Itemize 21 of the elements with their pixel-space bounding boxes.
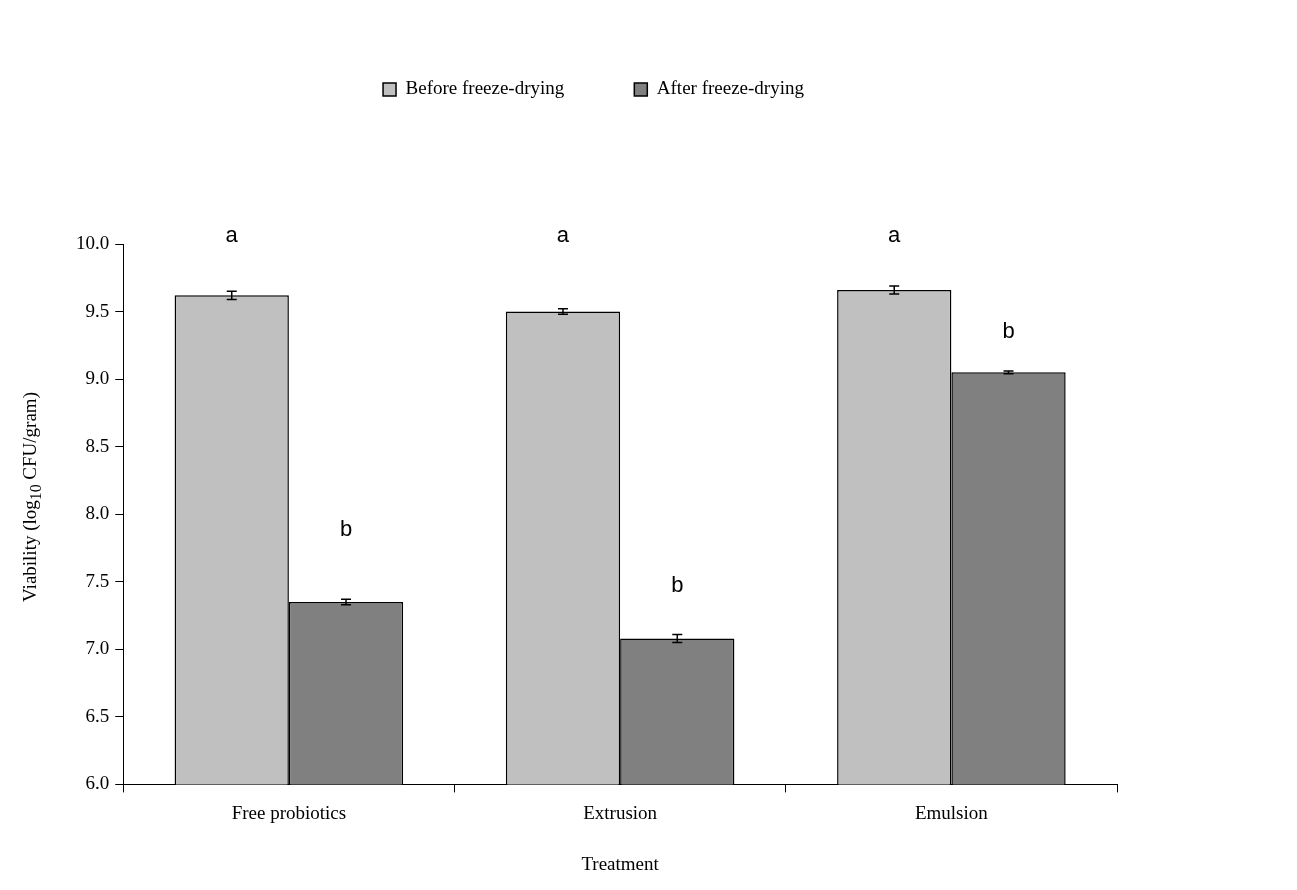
y-tick-label: 10.0 <box>76 231 110 253</box>
y-tick-label: 9.5 <box>85 299 110 321</box>
annotation: b <box>339 516 353 542</box>
y-tick-label: 8.5 <box>85 434 110 456</box>
legend-label: Before freeze-drying <box>405 77 565 99</box>
annotation: a <box>888 222 902 248</box>
annotation: a <box>556 222 570 248</box>
x-tick-label: Extrusion <box>583 801 658 823</box>
y-tick-label: 6.5 <box>85 704 110 726</box>
y-tick-label: 8.0 <box>85 502 110 524</box>
y-tick-label: 7.0 <box>85 637 110 659</box>
annotation: b <box>671 571 684 597</box>
x-tick-label: Emulsion <box>914 801 989 823</box>
y-tick-label: 7.5 <box>85 569 110 591</box>
y-tick-label: 9.0 <box>85 367 110 389</box>
annotation: b <box>1002 317 1015 343</box>
legend-label: After freeze-drying <box>656 77 805 99</box>
y-tick-label: 6.0 <box>85 772 110 794</box>
x-tick-label: Free probiotics <box>231 801 347 823</box>
x-axis-title: Treatment <box>581 852 660 874</box>
annotation: a <box>225 222 239 248</box>
